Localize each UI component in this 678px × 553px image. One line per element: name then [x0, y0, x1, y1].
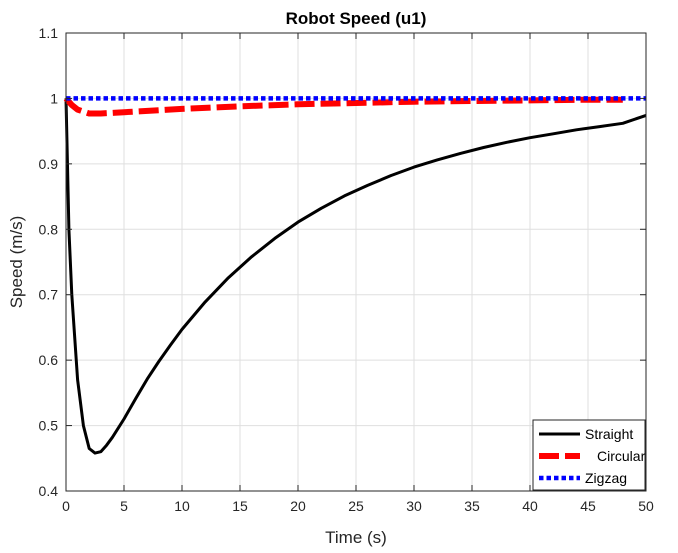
- chart-title: Robot Speed (u1): [286, 9, 427, 28]
- legend: Straight Circular Zigzag: [532, 419, 646, 491]
- x-tick-label: 15: [232, 498, 248, 514]
- x-tick-label: 50: [638, 498, 654, 514]
- legend-label-straight: Straight: [585, 426, 633, 442]
- series-layer: [63, 96, 647, 455]
- legend-label-circular: Circular: [597, 448, 646, 464]
- y-tick-label: 1.1: [39, 25, 59, 41]
- x-tick-label: 20: [290, 498, 306, 514]
- x-tick-label: 35: [464, 498, 480, 514]
- x-tick-label: 40: [522, 498, 538, 514]
- series-line-straight: [64, 98, 647, 455]
- legend-label-zigzag: Zigzag: [585, 470, 627, 486]
- x-axis-label: Time (s): [325, 528, 387, 547]
- x-tick-label: 10: [174, 498, 190, 514]
- y-tick-label: 0.7: [39, 287, 59, 303]
- tick-labels: 0 5 10 15 20 25 30 35 40 45 50 0.4 0.5 0.6 0.7 0.8 0.9 1 1…: [39, 25, 654, 514]
- y-tick-label: 0.8: [39, 221, 59, 237]
- y-tick-label: 0.4: [39, 483, 59, 499]
- x-tick-label: 25: [348, 498, 364, 514]
- y-tick-label: 0.6: [39, 352, 59, 368]
- x-tick-label: 5: [120, 498, 128, 514]
- y-axis-label: Speed (m/s): [7, 216, 26, 309]
- x-tick-label: 45: [580, 498, 596, 514]
- y-tick-label: 0.9: [39, 156, 59, 172]
- x-tick-label: 30: [406, 498, 422, 514]
- y-tick-label: 0.5: [39, 418, 59, 434]
- y-tick-label: 1: [50, 90, 58, 106]
- x-tick-label: 0: [62, 498, 70, 514]
